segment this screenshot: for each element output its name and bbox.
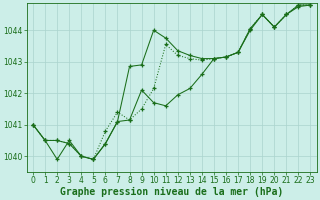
X-axis label: Graphe pression niveau de la mer (hPa): Graphe pression niveau de la mer (hPa) [60, 186, 284, 197]
